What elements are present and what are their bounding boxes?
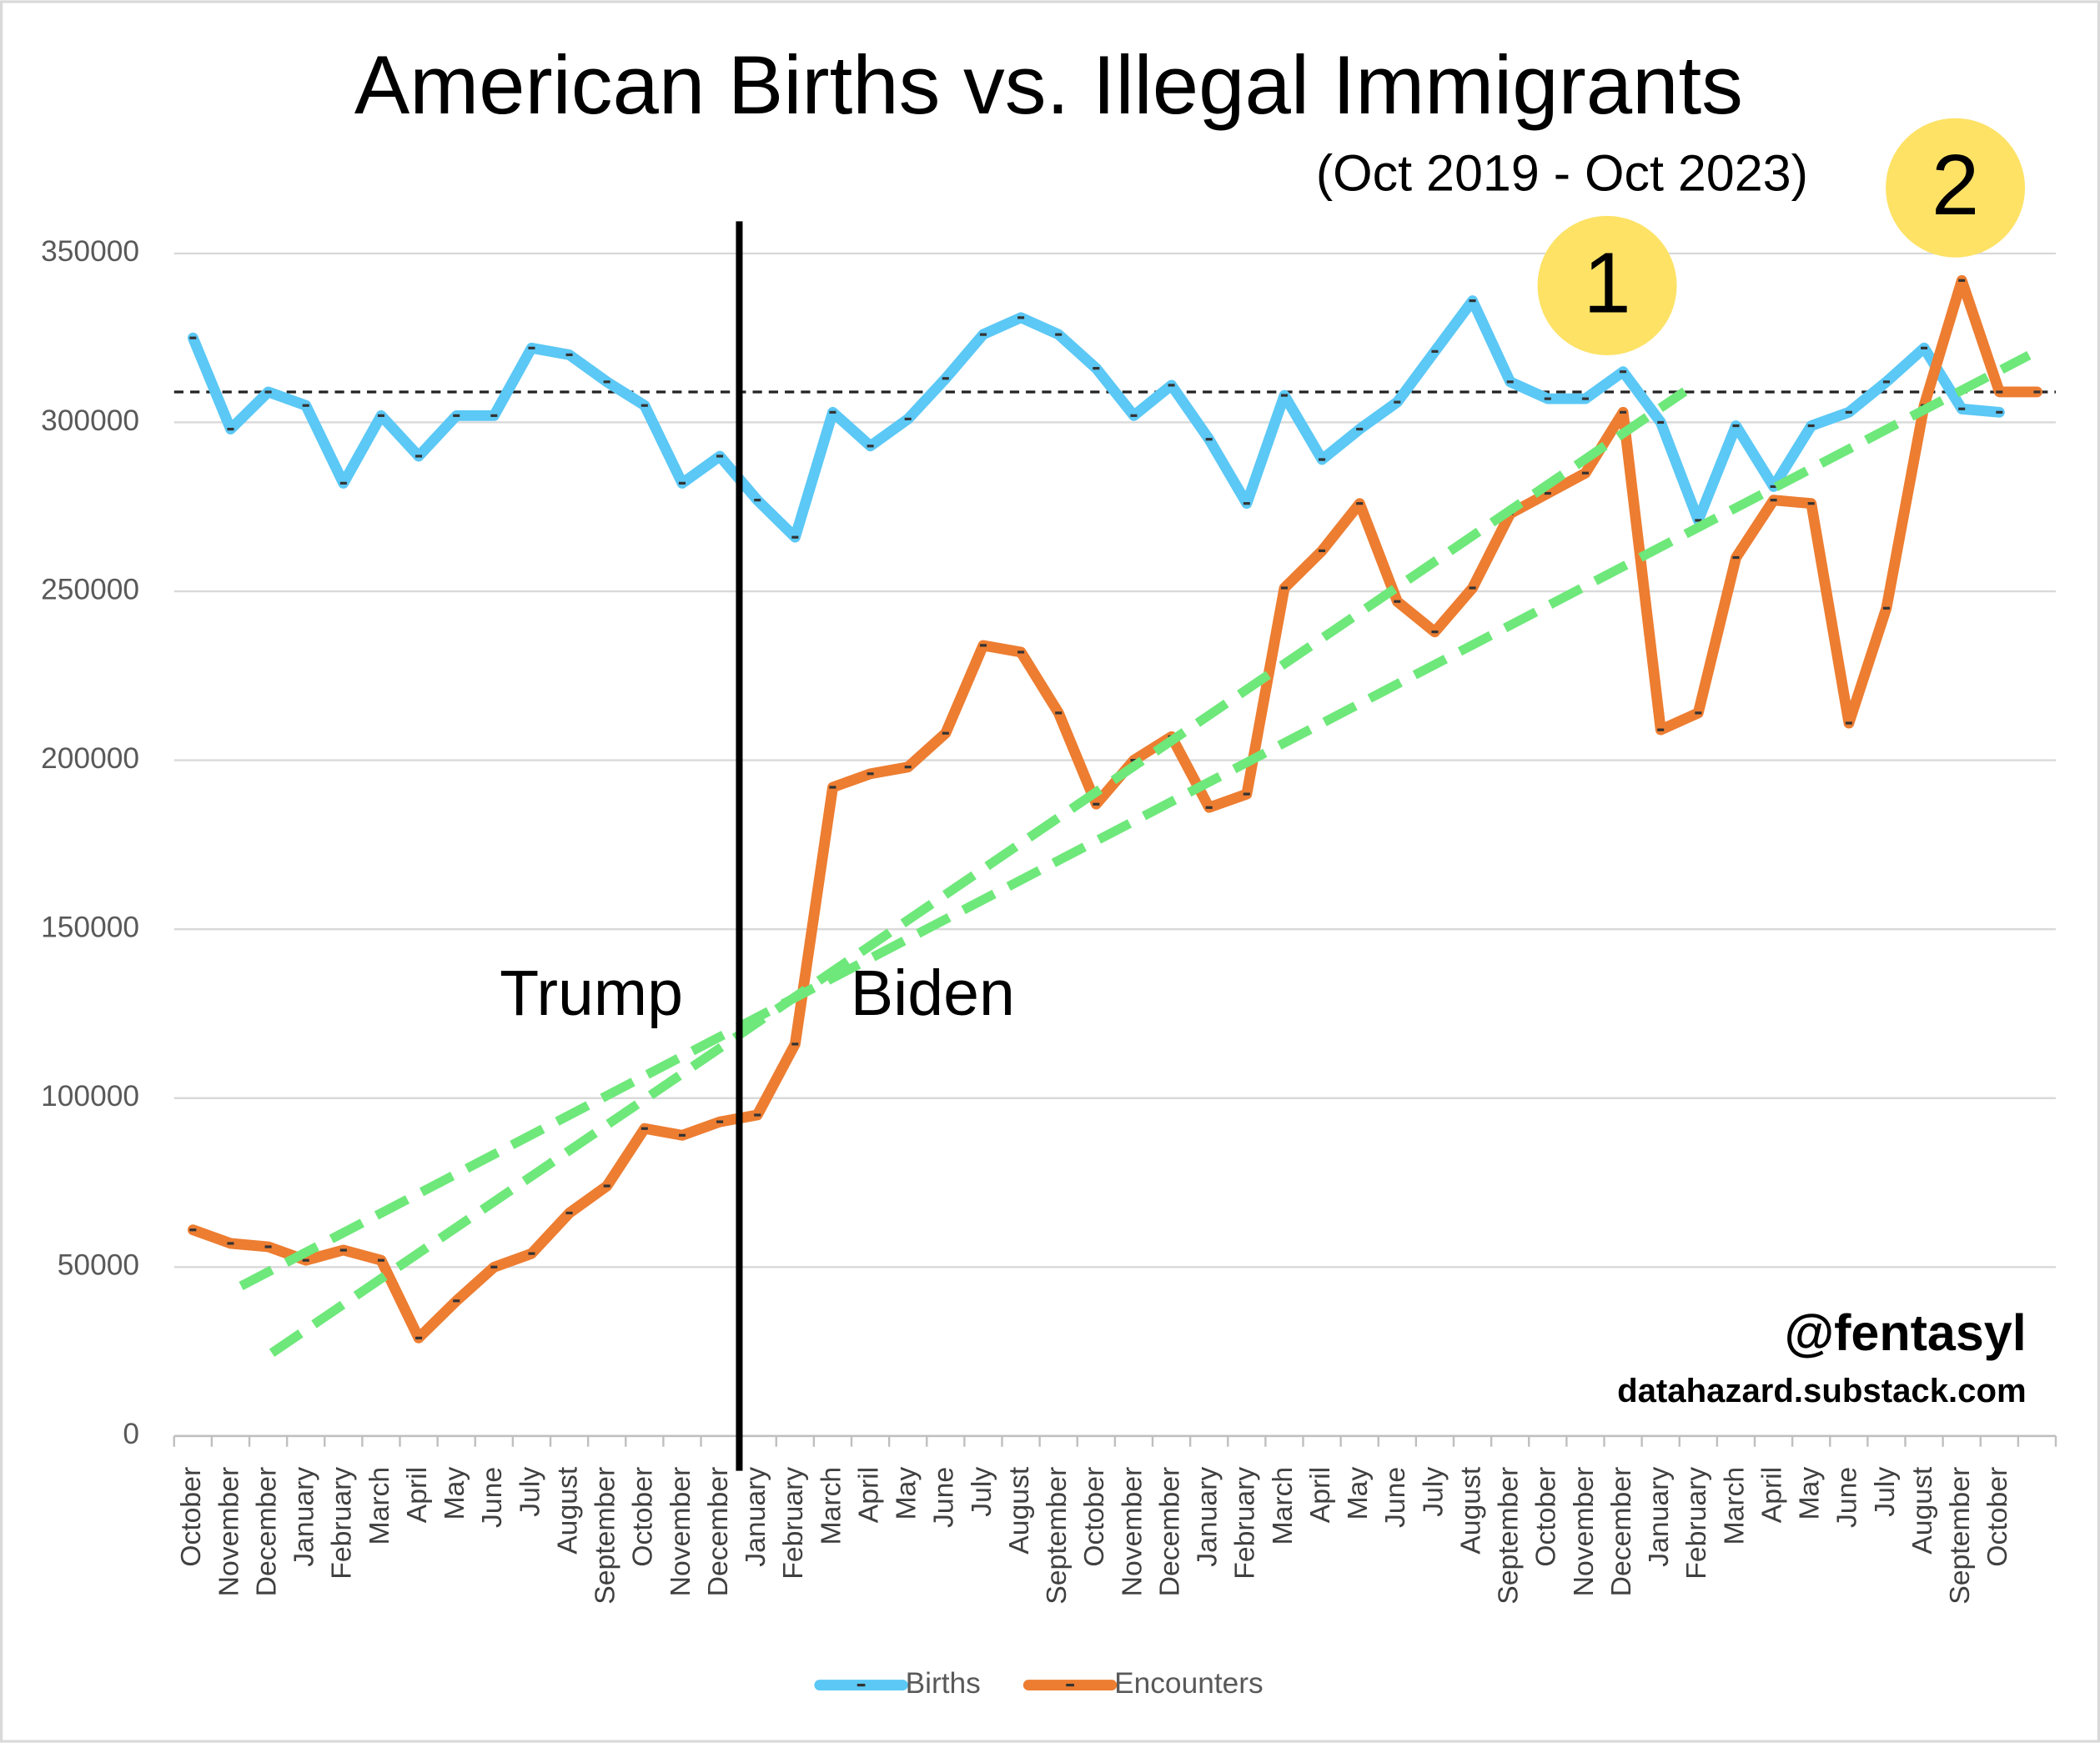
x-tick-label: July	[1869, 1467, 1901, 1517]
x-tick-label: April	[852, 1467, 884, 1523]
x-tick-label: May	[891, 1467, 922, 1520]
x-tick-label: July	[1417, 1467, 1449, 1517]
chart-subtitle: (Oct 2019 - Oct 2023)	[1316, 144, 1808, 201]
x-tick-label: December	[702, 1467, 734, 1597]
x-tick-label: March	[815, 1467, 847, 1545]
x-tick-label: February	[777, 1467, 809, 1580]
trend-line	[239, 350, 2032, 1291]
x-tick-label: November	[665, 1467, 696, 1597]
x-tick-label: April	[401, 1467, 433, 1523]
x-tick-label: November	[1116, 1467, 1148, 1597]
y-tick-label: 350000	[41, 235, 139, 268]
x-tick-label: July	[966, 1467, 997, 1517]
x-tick-label: August	[1907, 1466, 1938, 1555]
x-tick-label: October	[1982, 1467, 2013, 1567]
x-tick-label: August	[1454, 1466, 1486, 1555]
x-tick-label: February	[326, 1467, 358, 1580]
x-tick-label: March	[1718, 1467, 1750, 1545]
x-tick-label: December	[1153, 1467, 1185, 1597]
marker-label: 1	[1583, 234, 1630, 330]
x-tick-label: October	[1078, 1467, 1110, 1567]
y-tick-label: 300000	[41, 404, 139, 437]
x-tick-label: January	[289, 1467, 320, 1567]
x-tick-label: April	[1304, 1467, 1336, 1523]
x-tick-label: October	[175, 1467, 207, 1567]
annotation: Biden	[851, 957, 1015, 1029]
x-tick-label: May	[1342, 1467, 1374, 1520]
x-tick-label: June	[476, 1467, 508, 1528]
handle: @fentasyl	[1785, 1304, 2027, 1361]
annotation: Trump	[500, 957, 683, 1029]
x-tick-label: February	[1229, 1467, 1261, 1580]
x-tick-label: September	[1041, 1467, 1073, 1605]
x-tick-label: July	[514, 1467, 545, 1517]
x-tick-label: December	[1605, 1467, 1637, 1597]
x-tick-label: June	[1379, 1467, 1411, 1528]
marker-circle	[1886, 118, 2026, 258]
y-tick-label: 150000	[41, 911, 139, 943]
x-tick-label: August	[551, 1466, 583, 1555]
x-tick-label: November	[213, 1467, 244, 1597]
marker-circle	[1537, 215, 1677, 355]
x-tick-label: August	[1003, 1466, 1035, 1555]
x-tick-label: February	[1681, 1467, 1712, 1580]
y-tick-label: 0	[123, 1418, 139, 1450]
x-tick-label: March	[1267, 1467, 1299, 1545]
y-tick-label: 250000	[41, 573, 139, 605]
x-tick-label: January	[1192, 1467, 1223, 1567]
x-tick-label: May	[1794, 1467, 1826, 1520]
website: datahazard.substack.com	[1617, 1372, 2027, 1409]
legend-label: Births	[906, 1667, 981, 1700]
x-tick-label: April	[1756, 1467, 1787, 1523]
x-tick-label: September	[590, 1467, 621, 1605]
marker-label: 2	[1932, 137, 1979, 233]
x-tick-label: December	[250, 1467, 282, 1597]
trend-line	[269, 387, 1688, 1357]
legend-label: Encounters	[1114, 1667, 1264, 1700]
x-tick-label: January	[1643, 1467, 1675, 1567]
x-tick-label: June	[1831, 1467, 1863, 1528]
x-tick-label: September	[1493, 1467, 1525, 1605]
x-tick-label: March	[364, 1467, 395, 1545]
x-tick-label: October	[627, 1467, 659, 1567]
grid: 0 50000 100000 150000 200000 250000 300000 3500…	[41, 235, 2057, 1605]
x-tick-label: October	[1530, 1467, 1562, 1567]
y-tick-label: 100000	[41, 1080, 139, 1113]
x-tick-label: November	[1568, 1467, 1600, 1597]
x-tick-label: May	[439, 1467, 470, 1520]
chart-title: American Births vs. Illegal Immigrants	[354, 39, 1743, 132]
y-tick-label: 50000	[58, 1249, 139, 1282]
x-tick-label: June	[928, 1467, 960, 1528]
legend: Births Encounters	[814, 1667, 1264, 1700]
x-tick-label: September	[1944, 1467, 1976, 1605]
x-tick-label: January	[740, 1467, 771, 1567]
y-tick-label: 200000	[41, 742, 139, 775]
